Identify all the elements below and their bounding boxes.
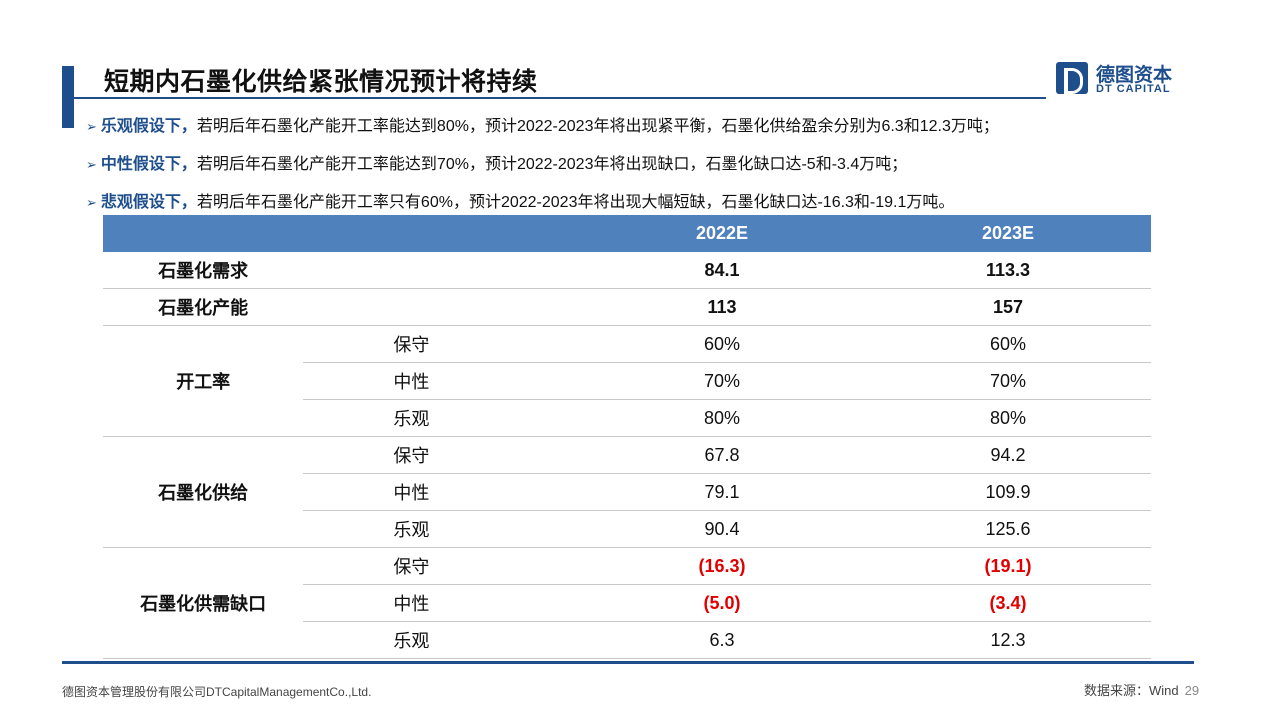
scenario-label: 乐观 (303, 621, 580, 659)
table-header-row: 2022E 2023E (103, 215, 1151, 252)
bullet-pessimistic: ➢ 悲观假设下，若明后年石墨化产能开工率只有60%，预计2022-2023年将出现… (86, 192, 1196, 230)
logo-english-text: DT CAPITAL (1096, 83, 1171, 95)
bullet-text: 若明后年石墨化产能开工率能达到70%，预计2022-2023年将出现缺口，石墨化… (196, 156, 908, 173)
footer-company: 德图资本管理股份有限公司DTCapitalManagementCo.,Ltd. (62, 685, 372, 699)
value-2023e: 113.3 (864, 252, 1151, 289)
value-2023e: 80% (864, 399, 1151, 437)
value-2023e: 60% (864, 325, 1151, 363)
value-2023e: 70% (864, 362, 1151, 400)
scenario-label: 中性 (303, 362, 580, 400)
footer-source-block: 数据来源：Wind 29 (1084, 680, 1199, 699)
header-cell-2023e: 2023E (864, 215, 1151, 252)
bullet-list: ➢ 乐观假设下，若明后年石墨化产能开工率能达到80%，预计2022-2023年将出… (86, 116, 1196, 230)
company-logo: 德图资本 DT CAPITAL (1056, 62, 1186, 98)
bullet-text: 若明后年石墨化产能开工率只有60%，预计2022-2023年将出现大幅短缺，石墨… (196, 194, 955, 211)
table-row: 石墨化供给 保守 67.8 94.2 (103, 436, 1151, 548)
value-2022e: 70% (579, 362, 865, 400)
table-row: 石墨化供需缺口 保守 (16.3) (19.1) (103, 547, 1151, 659)
dt-logo-icon (1056, 62, 1088, 94)
bullet-text: 若明后年石墨化产能开工率能达到80%，预计2022-2023年将出现紧平衡，石墨… (196, 118, 999, 135)
table-row-capacity: 石墨化产能 113 157 (103, 288, 1151, 326)
header-cell-scenario (303, 215, 580, 252)
value-2022e: 6.3 (579, 621, 865, 659)
header-cell-2022e: 2022E (579, 215, 865, 252)
table-row-demand: 石墨化需求 84.1 113.3 (103, 252, 1151, 289)
value-2023e-negative: (3.4) (864, 584, 1151, 622)
header-cell-category (103, 215, 304, 252)
bullet-lead: 乐观假设下， (100, 118, 197, 135)
value-2022e: 90.4 (579, 510, 865, 548)
bullet-optimistic: ➢ 乐观假设下，若明后年石墨化产能开工率能达到80%，预计2022-2023年将出… (86, 116, 1196, 154)
value-2022e: 60% (579, 325, 865, 363)
value-2023e: 109.9 (864, 473, 1151, 511)
scenario-label: 保守 (303, 436, 580, 474)
scenario-label: 中性 (303, 584, 580, 622)
table-row: 乐观 90.4 125.6 (103, 510, 1151, 548)
row-group-label-supply: 石墨化供给 (103, 436, 304, 548)
value-2022e-negative: (5.0) (579, 584, 865, 622)
value-2022e-negative: (16.3) (579, 547, 865, 585)
chevron-right-icon: ➢ (86, 119, 97, 134)
table-row: 乐观 80% 80% (103, 399, 1151, 437)
footer-divider (62, 661, 1194, 664)
value-2022e: 113 (579, 288, 865, 326)
logo-chinese-text: 德图资本 (1096, 65, 1173, 86)
data-source: 数据来源：Wind (1084, 683, 1179, 698)
value-2023e: 94.2 (864, 436, 1151, 474)
scenario-label: 乐观 (303, 510, 580, 548)
bullet-neutral: ➢ 中性假设下，若明后年石墨化产能开工率能达到70%，预计2022-2023年将出… (86, 154, 1196, 192)
chevron-right-icon: ➢ (86, 195, 97, 210)
table-row: 中性 70% 70% (103, 362, 1151, 400)
table-row: 开工率 保守 60% 60% (103, 325, 1151, 437)
bullet-lead: 悲观假设下， (100, 194, 197, 211)
row-label: 石墨化需求 (103, 252, 304, 289)
supply-demand-table: 2022E 2023E 石墨化需求 84.1 113.3 石墨化产能 113 1… (103, 215, 1151, 659)
scenario-label: 保守 (303, 325, 580, 363)
scenario-label: 乐观 (303, 399, 580, 437)
value-2023e: 157 (864, 288, 1151, 326)
value-2022e: 67.8 (579, 436, 865, 474)
table-row: 乐观 6.3 12.3 (103, 621, 1151, 659)
value-2022e: 84.1 (579, 252, 865, 289)
bullet-lead: 中性假设下， (100, 156, 197, 173)
title-accent-bar (62, 66, 74, 128)
table-row: 中性 (5.0) (3.4) (103, 584, 1151, 622)
page-title: 短期内石墨化供给紧张情况预计将持续 (104, 68, 538, 96)
page-number: 29 (1184, 683, 1200, 698)
chevron-right-icon: ➢ (86, 157, 97, 172)
table-row: 中性 79.1 109.9 (103, 473, 1151, 511)
scenario-label: 保守 (303, 547, 580, 585)
value-2022e: 80% (579, 399, 865, 437)
scenario-label: 中性 (303, 473, 580, 511)
value-2023e-negative: (19.1) (864, 547, 1151, 585)
row-label: 石墨化产能 (103, 288, 304, 326)
row-group-label-utilization: 开工率 (103, 325, 304, 437)
value-2022e: 79.1 (579, 473, 865, 511)
row-group-label-gap: 石墨化供需缺口 (103, 547, 304, 659)
title-underline (74, 97, 1046, 99)
value-2023e: 12.3 (864, 621, 1151, 659)
value-2023e: 125.6 (864, 510, 1151, 548)
